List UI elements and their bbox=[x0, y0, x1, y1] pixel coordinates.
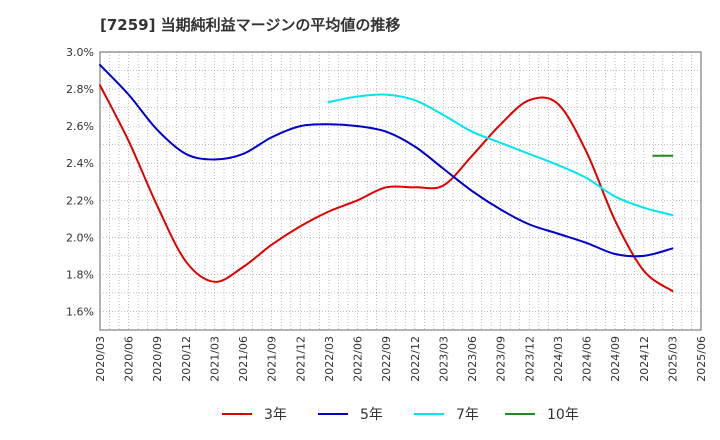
plot-area bbox=[99, 51, 702, 331]
x-tick-label: 2020/03 bbox=[94, 336, 107, 382]
x-tick-label: 2024/12 bbox=[638, 336, 651, 382]
x-tick-label: 2023/03 bbox=[437, 336, 450, 382]
x-tick-label: 2020/09 bbox=[151, 336, 164, 382]
series-line-3 bbox=[327, 93, 674, 217]
y-tick-label: 2.2% bbox=[66, 194, 94, 207]
y-tick-label: 1.6% bbox=[66, 305, 94, 318]
legend-label-2: 5年 bbox=[360, 407, 383, 423]
x-tick-label: 2020/06 bbox=[123, 336, 136, 382]
series-line-2 bbox=[99, 63, 674, 258]
x-tick-label: 2022/09 bbox=[380, 336, 393, 382]
y-tick-label: 2.8% bbox=[66, 83, 94, 96]
x-tick-label: 2023/12 bbox=[523, 336, 536, 382]
y-tick-label: 1.8% bbox=[66, 268, 94, 281]
legend-label-3: 7年 bbox=[456, 407, 479, 423]
x-tick-label: 2022/06 bbox=[352, 336, 365, 382]
legend-label-1: 3年 bbox=[264, 407, 287, 423]
x-tick-label: 2022/12 bbox=[409, 336, 422, 382]
x-tick-label: 2021/06 bbox=[237, 336, 250, 382]
y-tick-label: 3.0% bbox=[66, 46, 94, 59]
x-tick-label: 2022/03 bbox=[323, 336, 336, 382]
x-tick-label: 2025/03 bbox=[666, 336, 679, 382]
x-tick-label: 2021/12 bbox=[294, 336, 307, 382]
x-tick-label: 2024/06 bbox=[581, 336, 594, 382]
y-tick-label: 2.4% bbox=[66, 157, 94, 170]
y-tick-label: 2.6% bbox=[66, 120, 94, 133]
x-tick-label: 2021/09 bbox=[266, 336, 279, 382]
x-tick-label: 2024/03 bbox=[552, 336, 565, 382]
x-tick-label: 2023/06 bbox=[466, 336, 479, 382]
legend-label-4: 10年 bbox=[547, 407, 579, 423]
chart-title: [7259] 当期純利益マージンの平均値の推移 bbox=[100, 16, 401, 34]
x-tick-label: 2024/09 bbox=[609, 336, 622, 382]
x-tick-label: 2025/06 bbox=[695, 336, 708, 382]
y-tick-label: 2.0% bbox=[66, 231, 94, 244]
x-tick-label: 2023/09 bbox=[495, 336, 508, 382]
x-tick-label: 2021/03 bbox=[208, 336, 221, 382]
series-line-1 bbox=[99, 84, 674, 293]
x-tick-label: 2020/12 bbox=[180, 336, 193, 382]
